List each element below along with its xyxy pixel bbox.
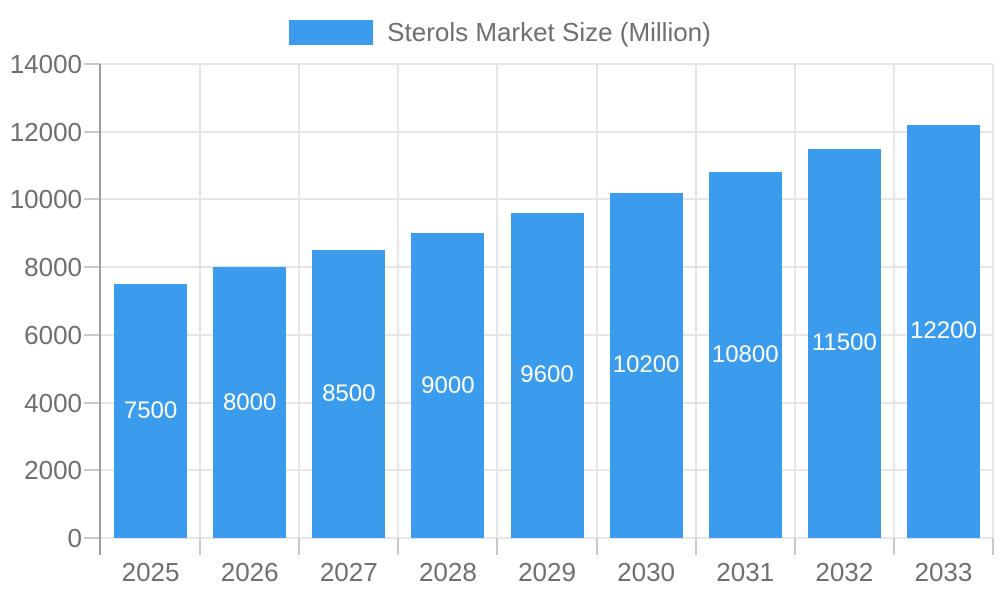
v-gridline [496, 64, 499, 538]
y-tick-label: 8000 [24, 252, 82, 283]
x-tick-label: 2025 [121, 557, 180, 587]
x-tick-label: 2031 [716, 557, 775, 587]
v-gridline [298, 64, 301, 538]
bar-value-label: 8500 [322, 380, 376, 408]
bar-value-label: 10800 [711, 341, 779, 369]
bar-value-label: 8000 [222, 388, 277, 416]
legend: Sterols Market Size (Million) [0, 17, 1000, 48]
bar-value-label: 10200 [612, 351, 680, 379]
v-gridline [892, 64, 895, 538]
bar-2027[interactable]: 8500 [312, 250, 386, 538]
x-axis-tick [397, 538, 400, 555]
y-tick-label: 0 [67, 523, 82, 553]
bar-2033[interactable]: 12200 [906, 124, 980, 538]
bar-2026[interactable]: 8000 [213, 267, 287, 538]
bar-2031[interactable]: 10800 [708, 172, 782, 538]
v-gridline [595, 64, 598, 538]
y-axis-tick [84, 266, 101, 269]
v-gridline [199, 64, 202, 538]
h-gridline [101, 198, 993, 201]
x-tick-label: 2026 [220, 557, 279, 587]
bar-2030[interactable]: 10200 [609, 192, 683, 538]
h-gridline [101, 537, 993, 539]
y-axis-tick [84, 63, 101, 65]
y-tick-label: 10000 [9, 184, 82, 215]
y-axis-tick [84, 401, 101, 404]
x-axis-tick [992, 538, 994, 555]
v-gridline [992, 64, 994, 538]
x-axis-tick [892, 538, 895, 555]
v-gridline [694, 64, 697, 538]
bar-value-label: 7500 [123, 397, 178, 425]
bar-2028[interactable]: 9000 [411, 233, 485, 538]
x-tick-label: 2027 [319, 557, 378, 587]
bar-value-label: 11500 [811, 329, 877, 357]
x-axis-tick [694, 538, 697, 555]
x-axis-tick [793, 538, 796, 555]
y-tick-label: 14000 [9, 49, 82, 79]
bar-2025[interactable]: 7500 [114, 284, 188, 538]
bar-value-label: 9600 [520, 361, 574, 389]
h-gridline [101, 63, 993, 65]
bar-2032[interactable]: 11500 [807, 148, 881, 538]
bar-2029[interactable]: 9600 [510, 212, 584, 538]
y-axis-tick [84, 333, 101, 336]
v-gridline [793, 64, 796, 538]
y-tick-label: 6000 [24, 319, 82, 350]
x-axis-tick [199, 538, 202, 555]
x-tick-label: 2032 [815, 557, 874, 587]
bar-value-label: 9000 [421, 371, 475, 399]
x-tick-label: 2029 [518, 557, 576, 587]
x-axis-tick [298, 538, 301, 555]
bar-value-label: 12200 [910, 317, 977, 345]
v-gridline [397, 64, 400, 538]
x-axis-tick [595, 538, 598, 555]
x-tick-label: 2030 [617, 557, 676, 587]
legend-label: Sterols Market Size (Million) [387, 17, 711, 47]
y-axis-tick [84, 537, 101, 539]
y-axis-tick [84, 130, 101, 133]
y-axis-line [99, 64, 101, 555]
legend-item[interactable]: Sterols Market Size (Million) [289, 17, 711, 48]
y-tick-label: 2000 [24, 455, 82, 486]
x-tick-label: 2033 [914, 557, 973, 587]
y-axis-tick [84, 198, 101, 201]
y-tick-label: 12000 [9, 116, 82, 147]
x-tick-label: 2028 [418, 557, 477, 587]
y-axis-tick [84, 469, 101, 472]
h-gridline [101, 130, 993, 133]
legend-swatch-icon [289, 20, 374, 45]
x-axis-tick [496, 538, 499, 555]
y-tick-label: 4000 [24, 387, 82, 418]
